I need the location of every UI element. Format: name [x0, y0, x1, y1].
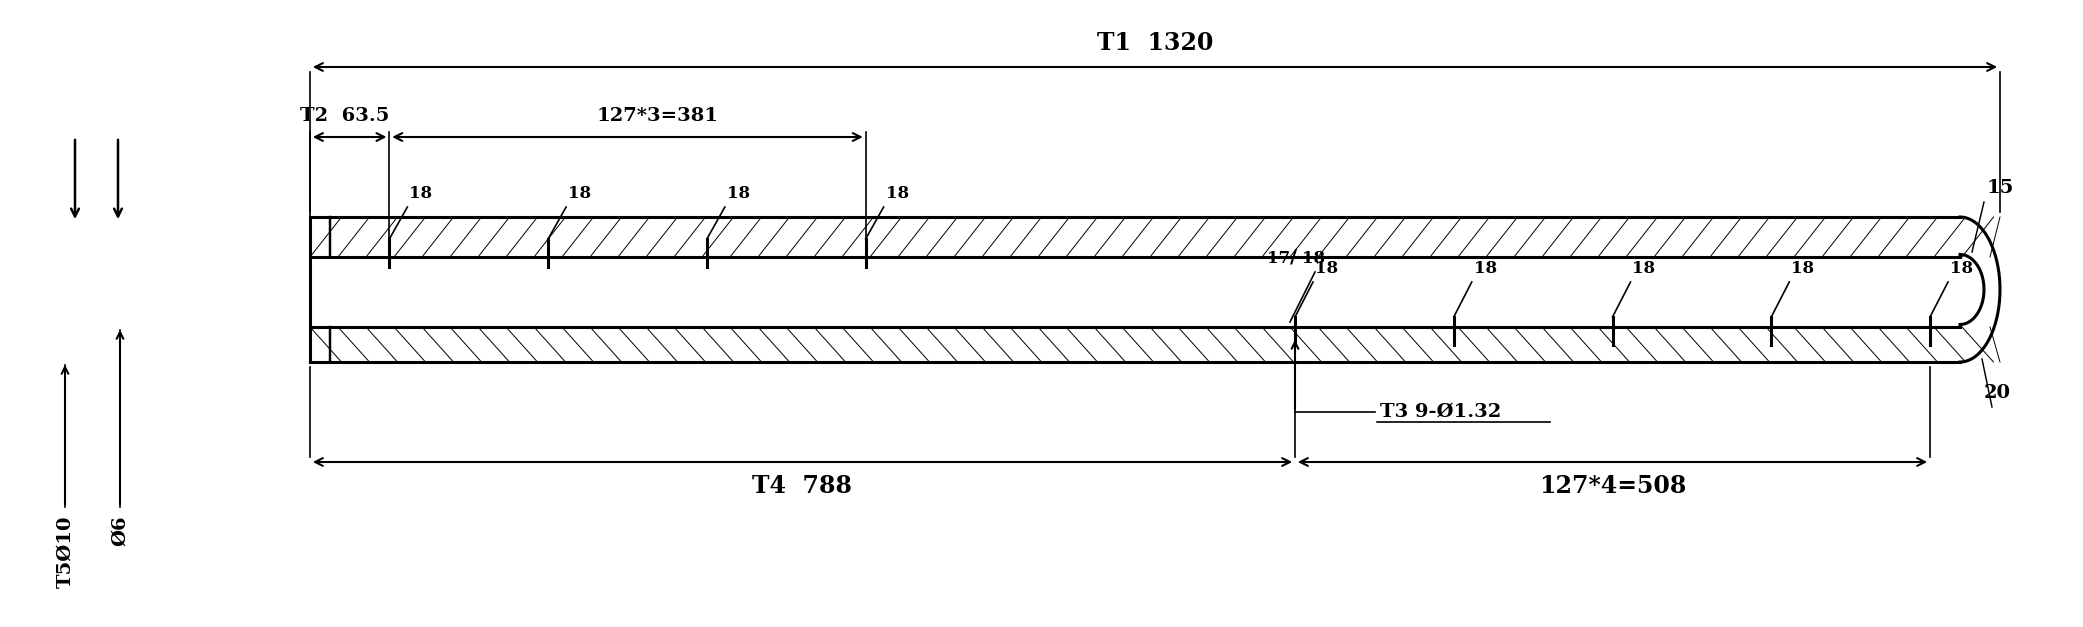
Text: 18: 18: [569, 185, 592, 202]
Text: 15: 15: [1987, 179, 2014, 197]
Text: 18: 18: [727, 185, 750, 202]
Text: T3 9-Ø1.32: T3 9-Ø1.32: [1381, 403, 1502, 421]
Text: T1  1320: T1 1320: [1098, 31, 1212, 55]
Text: T5Ø10: T5Ø10: [56, 515, 75, 587]
Text: Ø6: Ø6: [110, 515, 129, 545]
Text: T4  788: T4 788: [752, 474, 852, 498]
Text: 17: 17: [1266, 250, 1289, 267]
Text: 18: 18: [1791, 260, 1814, 277]
Text: /: /: [1289, 249, 1298, 267]
Text: 18: 18: [1950, 260, 1973, 277]
Text: 127*4=508: 127*4=508: [1539, 474, 1685, 498]
Text: 20: 20: [1983, 384, 2010, 402]
Text: 18: 18: [1475, 260, 1498, 277]
Text: 18: 18: [410, 185, 433, 202]
Text: 18: 18: [1633, 260, 1656, 277]
Text: 127*3=381: 127*3=381: [596, 107, 719, 125]
Text: T2  63.5: T2 63.5: [300, 107, 390, 125]
Text: 18: 18: [1302, 250, 1325, 267]
Text: 18: 18: [1314, 260, 1337, 277]
Text: 18: 18: [885, 185, 908, 202]
